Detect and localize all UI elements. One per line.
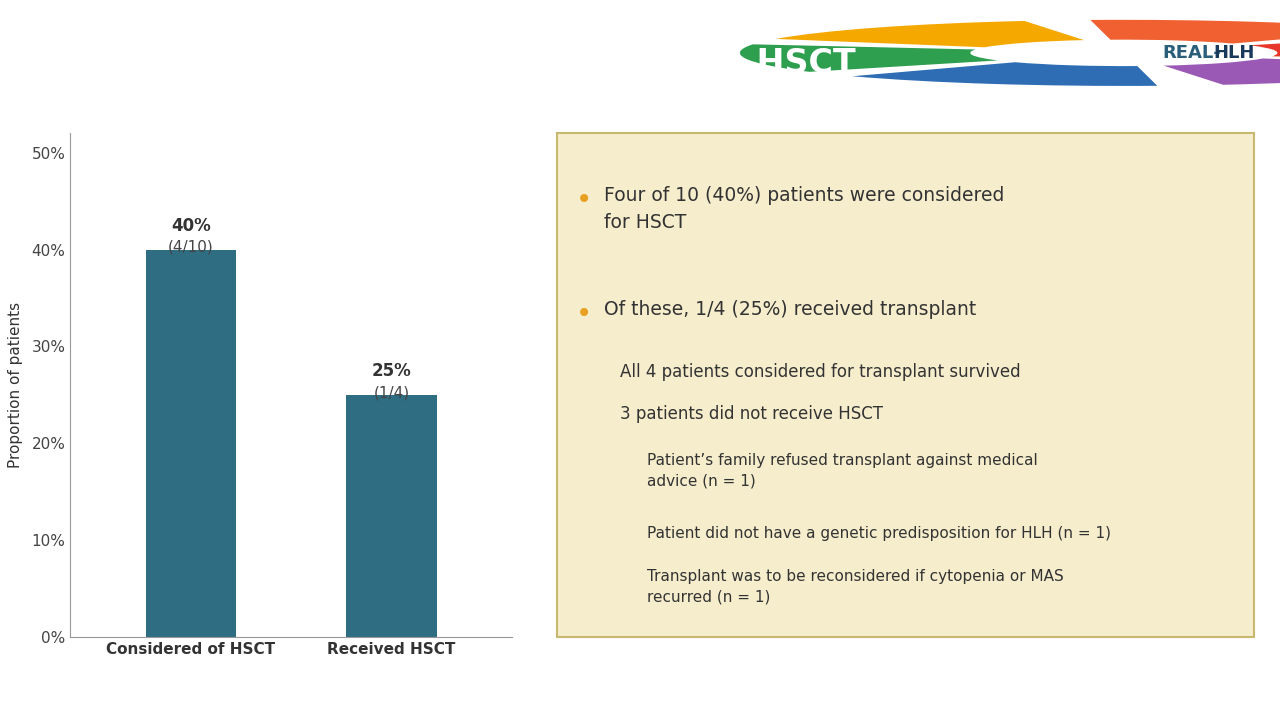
Text: REAL-: REAL- bbox=[1162, 44, 1221, 62]
Wedge shape bbox=[776, 21, 1084, 48]
Text: HLH: HLH bbox=[1213, 44, 1254, 62]
Y-axis label: Proportion of patients: Proportion of patients bbox=[8, 302, 23, 468]
Bar bbox=[146, 250, 236, 637]
Text: 3 patients did not receive HSCT: 3 patients did not receive HSCT bbox=[620, 405, 883, 423]
Wedge shape bbox=[1249, 34, 1280, 61]
Text: Patient did not have a genetic predisposition for HLH (n = 1): Patient did not have a genetic predispos… bbox=[648, 526, 1111, 541]
Wedge shape bbox=[852, 62, 1157, 86]
Wedge shape bbox=[1164, 58, 1280, 85]
Bar bbox=[347, 395, 436, 637]
Text: 25%: 25% bbox=[371, 362, 411, 380]
Text: •: • bbox=[576, 186, 593, 214]
Text: (4/10): (4/10) bbox=[168, 240, 214, 255]
Text: Emapalumab Treatment as a Bridge to HSCT: Emapalumab Treatment as a Bridge to HSCT bbox=[23, 48, 855, 81]
Text: Of these, 1/4 (25%) received transplant: Of these, 1/4 (25%) received transplant bbox=[604, 300, 977, 318]
Text: All 4 patients considered for transplant survived: All 4 patients considered for transplant… bbox=[620, 362, 1020, 380]
Text: Patient’s family refused transplant against medical
advice (n = 1): Patient’s family refused transplant agai… bbox=[648, 454, 1038, 489]
Text: 40%: 40% bbox=[172, 217, 211, 235]
Text: Four of 10 (40%) patients were considered
for HSCT: Four of 10 (40%) patients were considere… bbox=[604, 186, 1005, 233]
Text: 12: 12 bbox=[1225, 697, 1244, 712]
FancyBboxPatch shape bbox=[557, 133, 1254, 637]
Text: •: • bbox=[576, 300, 593, 328]
Text: (1/4): (1/4) bbox=[374, 385, 410, 400]
Wedge shape bbox=[740, 45, 998, 72]
Wedge shape bbox=[1091, 20, 1280, 43]
Text: Transplant was to be reconsidered if cytopenia or MAS
recurred (n = 1): Transplant was to be reconsidered if cyt… bbox=[648, 569, 1064, 605]
